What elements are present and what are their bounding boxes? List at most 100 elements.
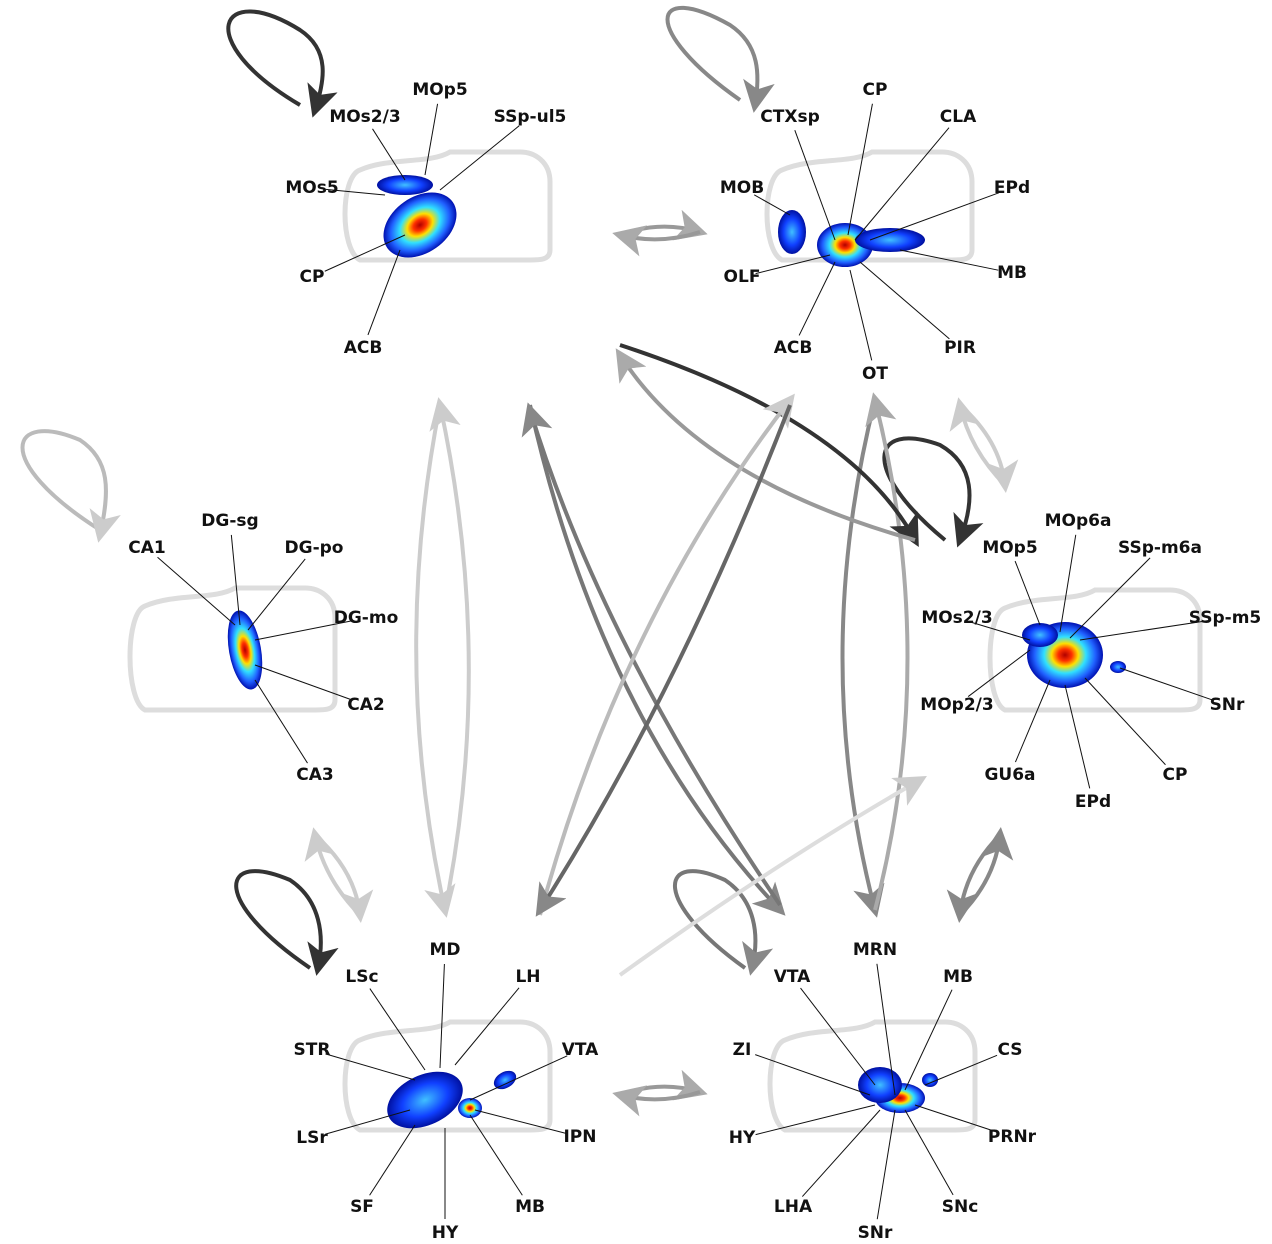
projection-density xyxy=(855,228,925,252)
region-label: EPd xyxy=(1075,792,1111,812)
region-label: EPd xyxy=(994,178,1030,198)
region-label: CS xyxy=(997,1040,1022,1060)
region-label: HY xyxy=(729,1128,756,1148)
region-label: OT xyxy=(862,364,888,384)
leader-line xyxy=(455,988,519,1065)
region-label: CA1 xyxy=(128,538,165,558)
self-loop xyxy=(668,8,758,105)
diagram: MOs2/3 MOp5 SSp-ul5 MOs5 CP ACB CTXsp CP CLA MOB E… xyxy=(0,0,1272,1244)
arrow xyxy=(540,405,790,910)
leader-line xyxy=(1015,561,1040,625)
region-label: DG-sg xyxy=(201,511,258,531)
region-label: CTXsp xyxy=(760,107,819,127)
leader-line xyxy=(848,104,872,235)
region-label: SSp-m6a xyxy=(1118,538,1202,558)
leader-line xyxy=(325,1054,415,1080)
projection-density xyxy=(1022,623,1058,647)
region-label: MOp5 xyxy=(412,80,467,100)
arrow xyxy=(875,400,908,910)
region-label: SSp-ul5 xyxy=(494,107,567,127)
leader-line xyxy=(850,270,872,360)
leader-line xyxy=(470,1056,567,1100)
leader-line xyxy=(368,250,400,335)
region-label: SNr xyxy=(858,1223,893,1243)
region-label: MOp6a xyxy=(1045,511,1112,531)
arrow xyxy=(530,405,780,910)
leader-line xyxy=(1015,680,1050,762)
region-label: ACB xyxy=(344,338,383,358)
leader-line xyxy=(799,262,835,335)
projection-density xyxy=(377,175,433,195)
leader-line xyxy=(968,650,1030,697)
arrow xyxy=(540,400,790,915)
leader-line xyxy=(860,262,949,339)
projection-density xyxy=(778,210,806,254)
region-label: SNc xyxy=(942,1197,979,1217)
leader-line xyxy=(905,1110,953,1195)
region-label: ZI xyxy=(733,1040,752,1060)
region-label: CP xyxy=(863,80,888,100)
region-label: MB xyxy=(943,967,973,987)
arrow xyxy=(530,410,780,905)
region-label: LH xyxy=(515,967,540,987)
leader-line xyxy=(255,680,308,763)
arrow xyxy=(315,835,360,915)
self-loop xyxy=(675,871,755,968)
region-label: CP xyxy=(300,267,325,287)
leader-line xyxy=(1085,678,1165,765)
region-label: PIR xyxy=(944,338,976,358)
projection-density xyxy=(1110,661,1126,673)
leader-line xyxy=(877,1110,895,1219)
region-label: MOp2/3 xyxy=(920,695,993,715)
region-label: SF xyxy=(350,1197,374,1217)
leader-line xyxy=(470,1115,522,1195)
region-label: CLA xyxy=(940,107,977,127)
region-label: LSr xyxy=(296,1128,328,1148)
arrow xyxy=(315,835,360,915)
leader-line xyxy=(802,1110,880,1197)
region-label: LHA xyxy=(774,1197,813,1217)
region-label: MOB xyxy=(720,178,764,198)
self-loop xyxy=(236,871,321,968)
region-label: MOp5 xyxy=(982,538,1037,558)
region-label: HY xyxy=(432,1223,459,1243)
region-label: OLF xyxy=(724,267,761,287)
arrow xyxy=(843,400,876,910)
region-label: MB xyxy=(515,1197,545,1217)
self-loop xyxy=(228,11,322,110)
leader-line xyxy=(925,1055,997,1085)
region-label: DG-po xyxy=(285,538,344,558)
region-label: MOs5 xyxy=(285,178,338,198)
leader-line xyxy=(440,964,444,1068)
region-label: LSc xyxy=(345,967,378,987)
leader-line xyxy=(1065,685,1090,788)
region-label: CP xyxy=(1163,765,1188,785)
leader-line xyxy=(855,128,949,240)
region-label: MB xyxy=(997,263,1027,283)
region-label: MOs2/3 xyxy=(921,608,992,628)
region-label: SNr xyxy=(1210,695,1245,715)
leader-line xyxy=(255,665,353,700)
leader-line xyxy=(425,104,438,175)
connections xyxy=(23,8,1006,1100)
leader-line xyxy=(1070,558,1150,638)
arrow xyxy=(960,835,1000,915)
arrow xyxy=(416,405,445,910)
leader-line xyxy=(440,126,519,190)
panels xyxy=(130,152,1200,1140)
leader-line xyxy=(370,1125,415,1195)
region-label: IPN xyxy=(563,1127,596,1147)
leader-line xyxy=(1060,535,1076,632)
region-label: PRNr xyxy=(988,1127,1037,1147)
region-label: MRN xyxy=(853,940,897,960)
region-label: CA3 xyxy=(296,765,333,785)
region-label: MD xyxy=(429,940,460,960)
region-label: SSp-m5 xyxy=(1189,608,1262,628)
region-label: STR xyxy=(294,1040,331,1060)
leader-line xyxy=(801,988,875,1085)
leader-line xyxy=(248,559,305,630)
self-loop xyxy=(23,431,106,535)
region-label: MOs2/3 xyxy=(329,107,400,127)
arrow xyxy=(960,835,1000,915)
leader-line xyxy=(870,193,999,240)
